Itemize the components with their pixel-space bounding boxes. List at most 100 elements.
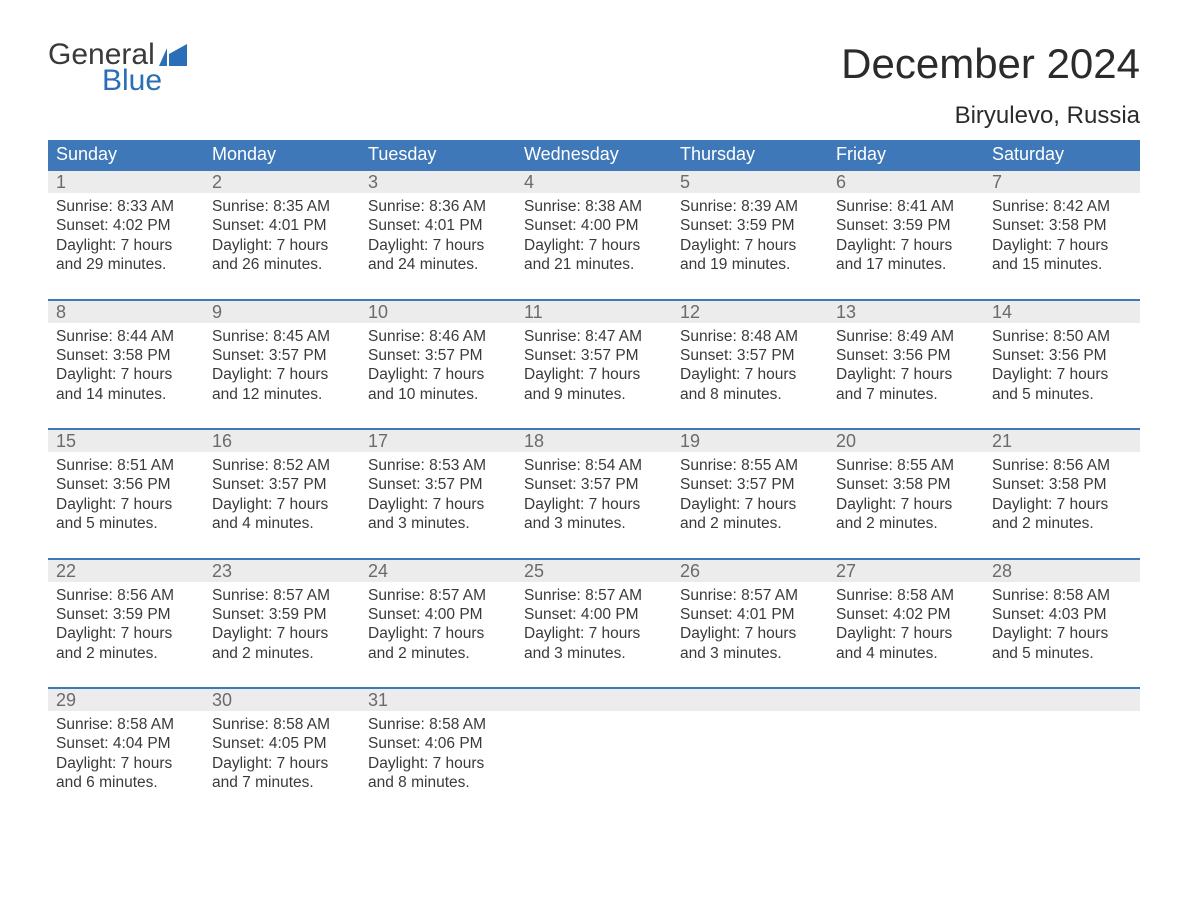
weekday-thursday: Thursday [672,140,828,169]
day-number: 20 [828,430,984,452]
sunrise-text: Sunrise: 8:44 AM [56,327,196,346]
day-cell: Sunrise: 8:57 AMSunset: 4:00 PMDaylight:… [516,582,672,674]
day-cell: Sunrise: 8:45 AMSunset: 3:57 PMDaylight:… [204,323,360,415]
daylight-text: Daylight: 7 hours and 10 minutes. [368,365,508,404]
sunrise-text: Sunrise: 8:57 AM [368,586,508,605]
sunset-text: Sunset: 3:59 PM [836,216,976,235]
daylight-text: Daylight: 7 hours and 3 minutes. [680,624,820,663]
daynum-row: 891011121314 [48,301,1140,323]
sunrise-text: Sunrise: 8:49 AM [836,327,976,346]
sunset-text: Sunset: 3:56 PM [836,346,976,365]
day-cell: Sunrise: 8:54 AMSunset: 3:57 PMDaylight:… [516,452,672,544]
daylight-text: Daylight: 7 hours and 12 minutes. [212,365,352,404]
day-cell: Sunrise: 8:50 AMSunset: 3:56 PMDaylight:… [984,323,1140,415]
sunset-text: Sunset: 4:04 PM [56,734,196,753]
daylight-text: Daylight: 7 hours and 15 minutes. [992,236,1132,275]
sunrise-text: Sunrise: 8:48 AM [680,327,820,346]
sunset-text: Sunset: 3:57 PM [524,475,664,494]
header: General Blue December 2024 Biryulevo, Ru… [48,40,1140,130]
sunset-text: Sunset: 4:02 PM [836,605,976,624]
daylight-text: Daylight: 7 hours and 5 minutes. [992,624,1132,663]
day-number: 26 [672,560,828,582]
daylight-text: Daylight: 7 hours and 8 minutes. [368,754,508,793]
day-cell [984,711,1140,803]
week-row: 293031Sunrise: 8:58 AMSunset: 4:04 PMDay… [48,687,1140,803]
daylight-text: Daylight: 7 hours and 24 minutes. [368,236,508,275]
logo-flag-icon [159,44,187,66]
page-title: December 2024 [841,40,1140,88]
sunrise-text: Sunrise: 8:55 AM [680,456,820,475]
day-number: 14 [984,301,1140,323]
day-number: 11 [516,301,672,323]
sunrise-text: Sunrise: 8:55 AM [836,456,976,475]
weekday-saturday: Saturday [984,140,1140,169]
daylight-text: Daylight: 7 hours and 5 minutes. [992,365,1132,404]
day-number: 30 [204,689,360,711]
daylight-text: Daylight: 7 hours and 7 minutes. [212,754,352,793]
daynum-row: 293031 [48,689,1140,711]
daylight-text: Daylight: 7 hours and 2 minutes. [56,624,196,663]
day-number: 21 [984,430,1140,452]
sunrise-text: Sunrise: 8:58 AM [992,586,1132,605]
day-number: 19 [672,430,828,452]
daylight-text: Daylight: 7 hours and 7 minutes. [836,365,976,404]
sunset-text: Sunset: 4:00 PM [524,605,664,624]
day-cell: Sunrise: 8:33 AMSunset: 4:02 PMDaylight:… [48,193,204,285]
sunset-text: Sunset: 3:56 PM [56,475,196,494]
sunrise-text: Sunrise: 8:35 AM [212,197,352,216]
daylight-text: Daylight: 7 hours and 21 minutes. [524,236,664,275]
week-row: 22232425262728Sunrise: 8:56 AMSunset: 3:… [48,558,1140,674]
day-number: 9 [204,301,360,323]
day-cell: Sunrise: 8:36 AMSunset: 4:01 PMDaylight:… [360,193,516,285]
day-cell: Sunrise: 8:55 AMSunset: 3:58 PMDaylight:… [828,452,984,544]
sunset-text: Sunset: 3:59 PM [56,605,196,624]
week-row: 891011121314Sunrise: 8:44 AMSunset: 3:58… [48,299,1140,415]
daylight-text: Daylight: 7 hours and 3 minutes. [524,495,664,534]
day-cell: Sunrise: 8:58 AMSunset: 4:06 PMDaylight:… [360,711,516,803]
day-number [672,689,828,711]
sunset-text: Sunset: 3:57 PM [680,475,820,494]
sunset-text: Sunset: 4:00 PM [524,216,664,235]
daylight-text: Daylight: 7 hours and 4 minutes. [836,624,976,663]
daylight-text: Daylight: 7 hours and 6 minutes. [56,754,196,793]
day-cell: Sunrise: 8:58 AMSunset: 4:05 PMDaylight:… [204,711,360,803]
day-cell [672,711,828,803]
day-number: 28 [984,560,1140,582]
day-cell: Sunrise: 8:46 AMSunset: 3:57 PMDaylight:… [360,323,516,415]
daylight-text: Daylight: 7 hours and 14 minutes. [56,365,196,404]
day-cell: Sunrise: 8:49 AMSunset: 3:56 PMDaylight:… [828,323,984,415]
sunrise-text: Sunrise: 8:56 AM [992,456,1132,475]
sunrise-text: Sunrise: 8:53 AM [368,456,508,475]
daylight-text: Daylight: 7 hours and 17 minutes. [836,236,976,275]
weekday-sunday: Sunday [48,140,204,169]
day-number: 6 [828,171,984,193]
location-label: Biryulevo, Russia [841,102,1140,130]
sunset-text: Sunset: 4:00 PM [368,605,508,624]
sunset-text: Sunset: 4:05 PM [212,734,352,753]
daylight-text: Daylight: 7 hours and 9 minutes. [524,365,664,404]
sunrise-text: Sunrise: 8:57 AM [524,586,664,605]
sunset-text: Sunset: 3:58 PM [836,475,976,494]
day-cell: Sunrise: 8:53 AMSunset: 3:57 PMDaylight:… [360,452,516,544]
sunrise-text: Sunrise: 8:57 AM [212,586,352,605]
sunrise-text: Sunrise: 8:57 AM [680,586,820,605]
day-cell: Sunrise: 8:51 AMSunset: 3:56 PMDaylight:… [48,452,204,544]
daylight-text: Daylight: 7 hours and 4 minutes. [212,495,352,534]
sunset-text: Sunset: 4:01 PM [680,605,820,624]
day-number [516,689,672,711]
day-number: 4 [516,171,672,193]
day-cell: Sunrise: 8:44 AMSunset: 3:58 PMDaylight:… [48,323,204,415]
sunset-text: Sunset: 3:57 PM [368,346,508,365]
sunrise-text: Sunrise: 8:33 AM [56,197,196,216]
week-row: 1234567Sunrise: 8:33 AMSunset: 4:02 PMDa… [48,169,1140,285]
day-number: 29 [48,689,204,711]
day-number: 13 [828,301,984,323]
weekday-friday: Friday [828,140,984,169]
daylight-text: Daylight: 7 hours and 19 minutes. [680,236,820,275]
daynum-row: 1234567 [48,171,1140,193]
daylight-text: Daylight: 7 hours and 2 minutes. [368,624,508,663]
day-number: 24 [360,560,516,582]
sunrise-text: Sunrise: 8:50 AM [992,327,1132,346]
sunset-text: Sunset: 3:57 PM [212,346,352,365]
day-number: 2 [204,171,360,193]
